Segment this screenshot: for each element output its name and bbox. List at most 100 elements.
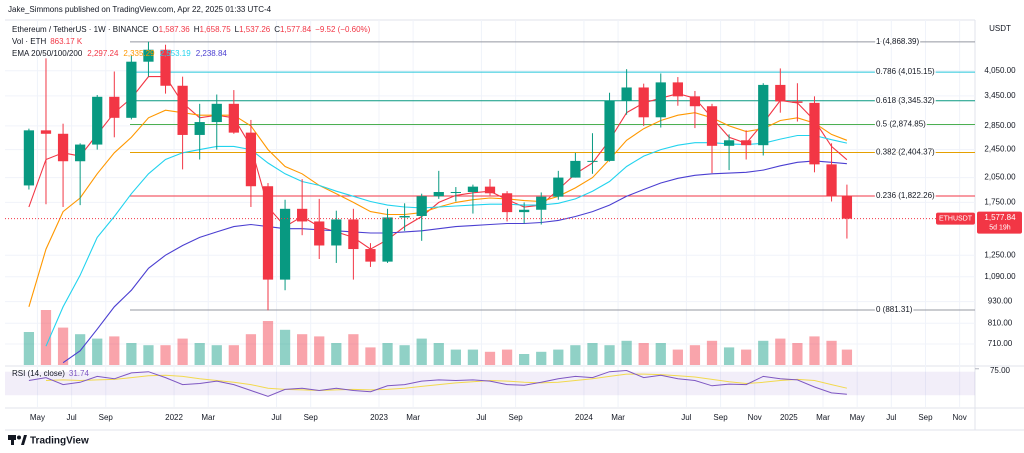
x-tick-label: Jul — [886, 413, 896, 422]
candle-body — [23, 130, 35, 186]
candle-body — [57, 133, 69, 162]
ohlc-value: 1,577.84 — [280, 25, 312, 34]
fib-label: 0.786 (4,015.15) — [876, 67, 935, 76]
candle-body — [297, 208, 308, 222]
volume-bar — [467, 349, 479, 365]
volume-bar — [211, 345, 222, 365]
candle-body — [365, 249, 376, 262]
volume-bar — [348, 334, 359, 365]
x-tick-label: Nov — [748, 413, 762, 422]
rsi-legend: RSI (14, close) 31.74 — [12, 369, 89, 378]
x-tick-label: Mar — [406, 413, 420, 422]
ohlc-key: O — [152, 25, 158, 34]
candle-body — [809, 102, 820, 165]
x-tick-label: Sep — [304, 413, 319, 422]
price-tag-bg — [977, 211, 1022, 234]
candle-body — [672, 82, 683, 97]
candle-body — [279, 208, 291, 280]
ema-value: 2,335.29 — [123, 49, 155, 58]
legend-ohlc: Ethereum / TetherUS · 1W · BINANCE O1,587… — [12, 25, 371, 34]
ohlc-key: L — [235, 25, 240, 34]
ema-line — [62, 160, 847, 364]
candle-body — [519, 209, 530, 213]
rsi-line — [28, 369, 847, 397]
volume-bar — [40, 310, 52, 365]
candle-body — [536, 196, 547, 210]
volume-bar — [741, 349, 752, 365]
volume-bar — [638, 343, 649, 365]
symbol: Ethereum / TetherUS · 1W · BINANCE — [12, 25, 148, 34]
x-tick-label: Mar — [816, 413, 830, 422]
volume-bar — [536, 351, 547, 365]
candle-body — [109, 96, 120, 118]
volume-bar — [57, 327, 69, 365]
volume-bar — [809, 336, 820, 365]
volume-bar — [297, 334, 308, 365]
x-tick-label: Nov — [953, 413, 967, 422]
x-tick-label: Jul — [271, 413, 281, 422]
volume-bar — [450, 349, 461, 365]
y-tick-label: 2,450.00 — [984, 145, 1016, 154]
ema-label: EMA 20/50/100/200 — [12, 49, 83, 58]
logo-shape — [17, 435, 21, 440]
volume-bar — [621, 340, 632, 365]
x-tick-label: 2025 — [780, 413, 798, 422]
candle-body — [143, 49, 154, 62]
y-tick-label: 1,090.00 — [984, 272, 1016, 281]
candle-body — [841, 196, 853, 219]
volume-label: Vol · ETH — [12, 37, 46, 46]
x-tick-label: Sep — [99, 413, 114, 422]
volume-bar — [484, 351, 496, 365]
y-tick-label: 3,450.00 — [984, 91, 1016, 100]
candle-body — [792, 101, 803, 103]
volume-bar — [706, 340, 718, 365]
y-tick-label: 2,050.00 — [984, 173, 1016, 182]
volume-bar — [792, 343, 803, 365]
candle-body — [228, 103, 239, 133]
candle-body — [775, 84, 786, 102]
x-tick-label: May — [30, 413, 45, 422]
logo — [8, 435, 27, 445]
candle-body — [758, 84, 769, 146]
candle-body — [689, 96, 701, 107]
countdown: 5d 19h — [989, 225, 1011, 232]
ohlc-value: 1,658.75 — [200, 25, 232, 34]
candle-body — [433, 192, 444, 197]
volume-bar — [758, 340, 769, 365]
volume-bar — [143, 345, 154, 365]
price-tag: 1,577.84 — [984, 213, 1016, 222]
candle-body — [638, 87, 649, 118]
candle-body — [741, 140, 752, 146]
candle-body — [416, 196, 427, 216]
fib-label: 1 (4,868.39) — [876, 37, 919, 46]
candle-body — [570, 160, 581, 178]
volume-bar — [160, 345, 171, 365]
fib-label: 0.618 (3,345.32) — [876, 96, 935, 105]
candle-body — [553, 177, 564, 197]
candle-body — [826, 164, 837, 197]
volume-bar — [826, 340, 837, 365]
symbol-tag: ETHUSDT — [939, 216, 973, 223]
x-tick-label: Sep — [918, 413, 933, 422]
volume-bar — [382, 343, 393, 365]
volume-bar — [416, 338, 427, 365]
x-tick-label: Sep — [508, 413, 523, 422]
volume-bar — [262, 321, 274, 365]
volume-bar — [109, 336, 120, 365]
ohlc-key: H — [194, 25, 200, 34]
candle-body — [211, 103, 222, 123]
symbol-tag-bg — [936, 212, 975, 225]
y-tick-label: 1,250.00 — [984, 250, 1016, 259]
y-tick-label: 710.00 — [988, 339, 1013, 348]
candle-body — [126, 61, 137, 118]
candle-body — [450, 192, 461, 194]
candle-body — [75, 144, 86, 162]
volume-bar — [279, 329, 291, 365]
ohlc-key: C — [274, 25, 280, 34]
volume-bar — [570, 345, 581, 365]
candle-body — [177, 85, 188, 135]
x-tick-label: Jul — [66, 413, 76, 422]
fib-label: 0.382 (2,404.37) — [876, 148, 935, 157]
y-tick-label: 2,850.00 — [984, 121, 1016, 130]
